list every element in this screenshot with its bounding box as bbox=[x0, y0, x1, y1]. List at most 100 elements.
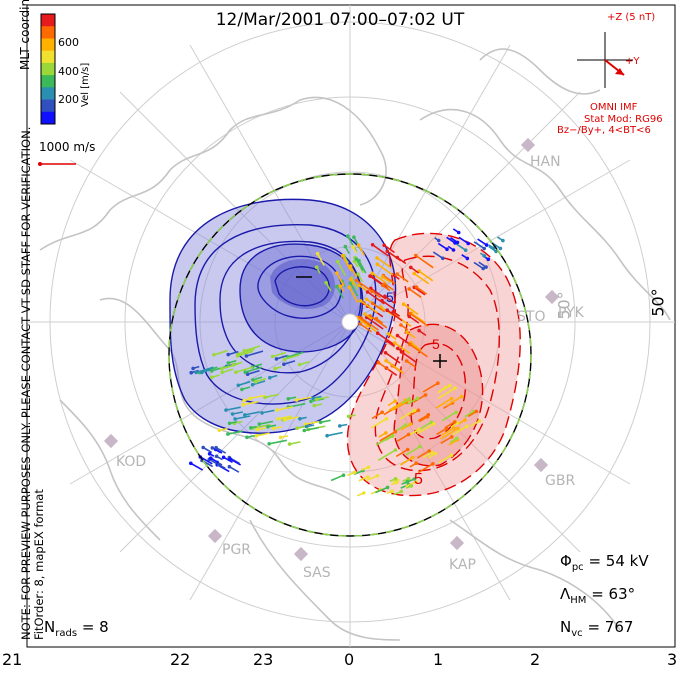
velocity-vector bbox=[440, 427, 455, 437]
velocity-vector-origin bbox=[399, 489, 404, 494]
velocity-vector-origin bbox=[416, 408, 421, 413]
velocity-vector-origin bbox=[217, 428, 222, 433]
velocity-vector-origin bbox=[260, 411, 264, 415]
velocity-vector-origin bbox=[366, 465, 371, 470]
velocity-vector-origin bbox=[417, 328, 421, 333]
boundary-highlight bbox=[168, 173, 532, 537]
velocity-vector-origin bbox=[209, 375, 214, 380]
velocity-vector bbox=[316, 253, 325, 266]
radar-site-label: KOD bbox=[116, 454, 147, 470]
velocity-vector-origin bbox=[423, 393, 428, 397]
color-scale-tick: 200 bbox=[58, 93, 79, 106]
velocity-vector-origin bbox=[230, 412, 235, 416]
velocity-vector-origin bbox=[450, 435, 454, 439]
velocity-vector bbox=[422, 382, 439, 393]
velocity-vector bbox=[396, 433, 410, 442]
velocity-vector-origin bbox=[408, 311, 412, 316]
velocity-vector-origin bbox=[393, 341, 397, 345]
velocity-vector-origin bbox=[234, 370, 238, 375]
imf-dial bbox=[577, 32, 633, 88]
velocity-vector-origin bbox=[385, 249, 390, 253]
n-rads-stat: Nrads = 8 bbox=[44, 618, 109, 639]
magnetic-pole-marker bbox=[341, 313, 359, 331]
velocity-vector-origin bbox=[395, 333, 400, 338]
velocity-vector-origin bbox=[250, 382, 255, 387]
velocity-vector-origin bbox=[338, 284, 343, 288]
velocity-vector-origin bbox=[382, 243, 387, 247]
color-scale-tick: 600 bbox=[58, 36, 79, 49]
velocity-vector-origin bbox=[404, 359, 409, 363]
velocity-vector-origin bbox=[380, 410, 385, 415]
velocity-vector bbox=[378, 362, 390, 371]
velocity-vector-origin bbox=[251, 378, 255, 382]
velocity-vector bbox=[367, 291, 385, 305]
velocity-vector-origin bbox=[401, 302, 406, 307]
velocity-vector-origin bbox=[370, 271, 375, 276]
velocity-vector-origin bbox=[482, 246, 487, 251]
velocity-vector bbox=[473, 261, 484, 270]
velocity-vector-origin bbox=[354, 257, 359, 261]
contour-label: 5 bbox=[432, 336, 440, 352]
velocity-vector-origin bbox=[189, 461, 193, 466]
velocity-vector-origin bbox=[352, 470, 357, 475]
velocity-vector bbox=[409, 343, 428, 358]
velocity-vector bbox=[296, 396, 312, 401]
velocity-vector bbox=[405, 445, 421, 456]
velocity-vector bbox=[357, 244, 366, 256]
velocity-vector bbox=[348, 286, 359, 303]
velocity-vector bbox=[386, 309, 403, 322]
velocity-vector-origin bbox=[390, 434, 395, 439]
velocity-vector-origin bbox=[436, 238, 441, 243]
velocity-vector bbox=[408, 288, 422, 298]
imf-by-label: +Y bbox=[625, 56, 640, 67]
velocity-vector-origin bbox=[346, 414, 351, 419]
velocity-vector bbox=[458, 236, 469, 245]
velocity-vector-origin bbox=[325, 433, 329, 438]
velocity-vector-origin bbox=[380, 283, 385, 288]
velocity-vector-origin bbox=[370, 289, 374, 294]
velocity-vector-origin bbox=[363, 312, 367, 316]
velocity-vector-origin bbox=[415, 396, 420, 401]
velocity-vector bbox=[446, 395, 463, 407]
velocity-vector bbox=[284, 354, 300, 361]
velocity-vector bbox=[437, 387, 456, 400]
velocity-vector-origin bbox=[249, 426, 253, 430]
velocity-vector bbox=[416, 423, 435, 435]
velocity-vector-origin bbox=[408, 342, 412, 347]
mlt-hour-label: 3 bbox=[667, 650, 678, 669]
velocity-vector-origin bbox=[405, 479, 410, 484]
velocity-vector-origin bbox=[452, 420, 457, 424]
velocity-vector bbox=[406, 397, 418, 405]
velocity-vector-origin bbox=[343, 244, 348, 249]
velocity-vector-origin bbox=[405, 447, 410, 452]
velocity-vector-origin bbox=[384, 431, 388, 435]
radar-site-label: HAN bbox=[530, 154, 561, 170]
velocity-vector-origin bbox=[248, 396, 252, 401]
velocity-vector-origin bbox=[271, 426, 276, 431]
velocity-vector bbox=[372, 302, 386, 313]
velocity-vector-origin bbox=[217, 462, 221, 467]
velocity-vector bbox=[195, 366, 214, 374]
velocity-vector-origin bbox=[409, 265, 413, 270]
velocity-vector bbox=[381, 299, 395, 310]
imf-model-line1: Stat Mod: RG96 bbox=[584, 114, 663, 125]
velocity-vector-origin bbox=[465, 424, 469, 429]
color-bar-outline bbox=[40, 13, 56, 125]
velocity-vector bbox=[452, 425, 468, 436]
velocity-vector-origin bbox=[459, 394, 464, 399]
imf-source-label: OMNI IMF bbox=[590, 102, 638, 113]
velocity-vector bbox=[272, 351, 287, 358]
velocity-vector bbox=[199, 456, 213, 465]
velocity-vector bbox=[341, 255, 352, 272]
contour-label: 5 bbox=[414, 471, 423, 488]
velocity-vector-origin bbox=[456, 230, 461, 235]
velocity-vector-origin bbox=[297, 362, 302, 367]
velocity-vector-origin bbox=[407, 287, 412, 291]
velocity-vector-origin bbox=[414, 285, 419, 289]
velocity-vector-origin bbox=[403, 423, 408, 427]
velocity-vector bbox=[356, 317, 369, 327]
velocity-vector-origin bbox=[477, 419, 482, 423]
mlt-hour-label: 0 bbox=[344, 650, 355, 669]
velocity-vector-origin bbox=[409, 484, 414, 488]
